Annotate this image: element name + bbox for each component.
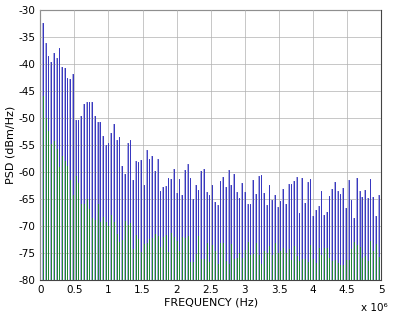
X-axis label: FREQUENCY (Hz): FREQUENCY (Hz) [164, 297, 258, 307]
Text: x 10⁶: x 10⁶ [362, 303, 388, 313]
Y-axis label: PSD (dBm/Hz): PSD (dBm/Hz) [6, 106, 16, 184]
